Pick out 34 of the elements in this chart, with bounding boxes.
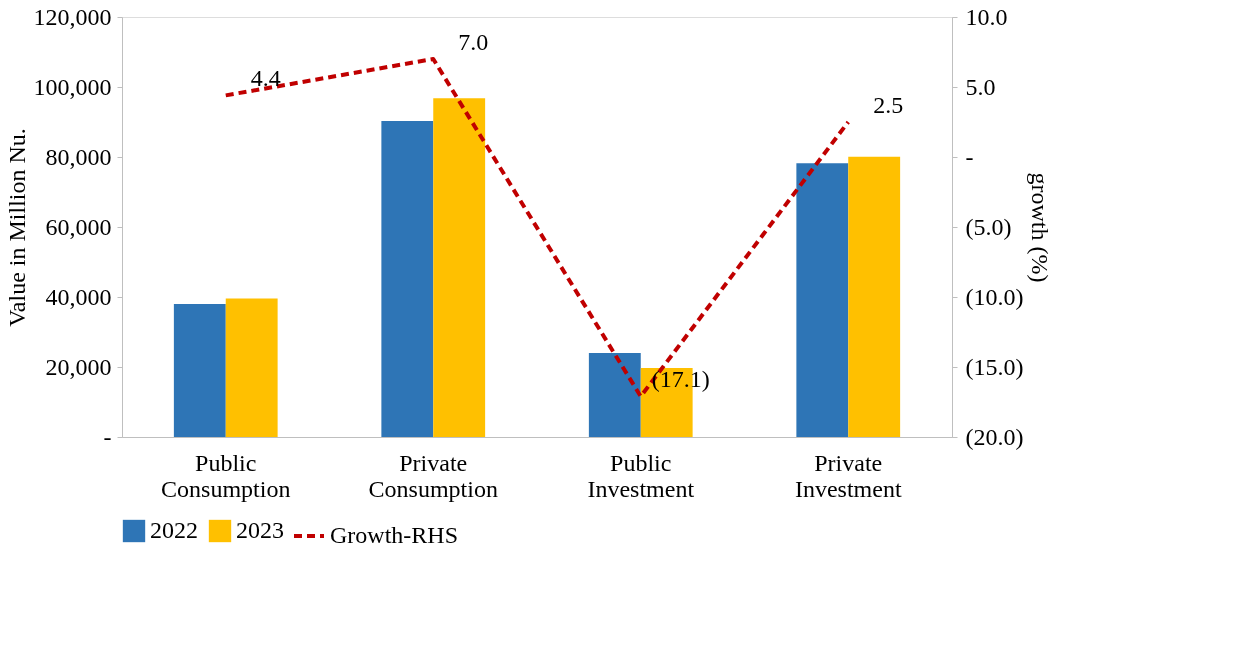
y-axis-title: Value in Million Nu.	[3, 128, 30, 327]
data-label: 2.5	[873, 92, 904, 118]
y2-tick-label: (15.0)	[965, 353, 1024, 380]
y2-tick-label: 5.0	[965, 73, 996, 100]
y-tick-label: -	[103, 423, 112, 450]
bar	[848, 156, 901, 437]
y2-tick-label: (20.0)	[965, 423, 1024, 450]
y-tick-label: 40,000	[45, 283, 112, 310]
y-tick-label: 120,000	[33, 3, 112, 30]
bar	[588, 353, 641, 437]
y2-tick-label: -	[965, 143, 974, 170]
y2-tick-label: (5.0)	[965, 213, 1012, 240]
y-tick-label: 80,000	[45, 143, 112, 170]
bar	[381, 120, 434, 437]
bar	[433, 98, 486, 437]
legend-label: 2022	[150, 517, 198, 543]
data-label: 7.0	[458, 29, 489, 55]
y-tick-label: 20,000	[45, 353, 112, 380]
y2-tick-label: (10.0)	[965, 283, 1024, 310]
x-tick-label: Private Investment	[794, 449, 902, 502]
y2-axis-title: growth (%)	[1027, 172, 1054, 283]
x-tick-label: Public Investment	[587, 449, 695, 502]
x-tick-label: Private Consumption	[368, 449, 498, 502]
y2-tick-label: 10.0	[965, 3, 1008, 30]
bar	[173, 304, 226, 437]
x-tick-label: Public Consumption	[161, 449, 291, 502]
y-tick-label: 60,000	[45, 213, 112, 240]
bar	[225, 298, 278, 437]
legend-label: Growth-RHS	[330, 522, 459, 548]
line-series	[223, 57, 851, 399]
bar	[796, 163, 849, 437]
y-tick-label: 100,000	[33, 73, 112, 100]
data-label: 4.4	[250, 65, 281, 92]
legend-label: 2023	[236, 517, 284, 543]
